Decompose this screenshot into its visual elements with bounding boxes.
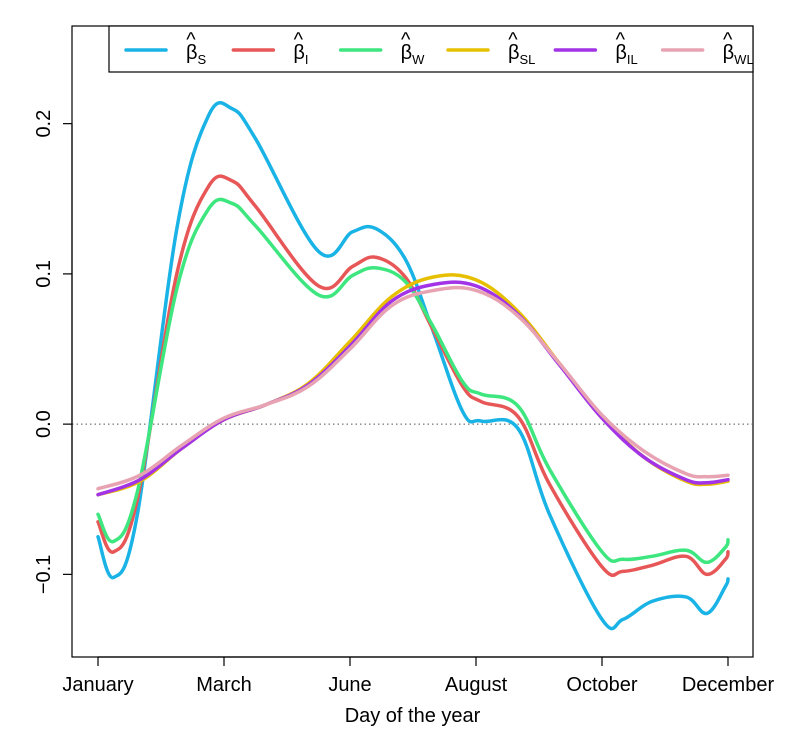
- x-tick-label: January: [62, 674, 133, 696]
- legend-item: βIL^: [553, 29, 638, 67]
- legend-symbol: β: [723, 42, 735, 64]
- legend-subscript: S: [198, 52, 207, 67]
- y-tick-label: −0.1: [33, 555, 55, 594]
- legend-hat-mark: ^: [616, 29, 626, 51]
- plot-border: [71, 25, 754, 658]
- x-tick-label: June: [328, 674, 371, 696]
- legend-label: βIL: [615, 42, 637, 67]
- legend-hat-mark: ^: [294, 29, 304, 51]
- series-layer: [96, 101, 730, 631]
- x-tick-label: March: [196, 674, 252, 696]
- legend: βS^βI^βW^βSL^βIL^βWL^: [108, 25, 754, 73]
- series-line-w: [96, 197, 730, 565]
- legend-subscript: SL: [520, 52, 536, 67]
- legend-symbol: β: [293, 42, 305, 64]
- x-tick-label: December: [682, 674, 775, 696]
- legend-subscript: W: [412, 52, 425, 67]
- legend-symbol: β: [615, 42, 627, 64]
- series-line-sl: [96, 273, 730, 497]
- legend-hat-mark: ^: [723, 29, 733, 51]
- legend-symbol: β: [508, 42, 520, 64]
- series-line-s: [96, 101, 730, 631]
- legend-label: βW: [401, 42, 426, 67]
- legend-label: βWL: [723, 42, 754, 67]
- x-axis: January March June August October December: [62, 656, 775, 696]
- legend-hat-mark: ^: [186, 29, 196, 51]
- legend-label: βI: [293, 42, 308, 67]
- legend-subscript: WL: [734, 52, 754, 67]
- legend-symbol: β: [186, 42, 198, 64]
- legend-item: βI^: [231, 29, 308, 67]
- x-tick-label: October: [566, 674, 637, 696]
- plot-frame: [71, 25, 754, 658]
- series-line-wl: [96, 285, 730, 491]
- legend-subscript: I: [305, 52, 309, 67]
- legend-item: βW^: [338, 29, 426, 67]
- legend-symbol: β: [401, 42, 413, 64]
- x-axis-title: Day of the year: [345, 705, 481, 727]
- y-axis: −0.1 0.0 0.1 0.2: [33, 110, 73, 594]
- legend-label: βSL: [508, 42, 535, 67]
- legend-subscript: IL: [627, 52, 638, 67]
- legend-hat-mark: ^: [401, 29, 411, 51]
- series-line-il: [96, 280, 730, 497]
- legend-hat-mark: ^: [508, 29, 518, 51]
- y-tick-label: 0.2: [33, 110, 55, 138]
- legend-label: βS: [186, 42, 207, 67]
- y-tick-label: 0.0: [33, 410, 55, 438]
- legend-box: [108, 25, 754, 73]
- y-tick-label: 0.1: [33, 260, 55, 288]
- legend-item: βS^: [124, 29, 207, 67]
- x-tick-label: August: [445, 674, 508, 696]
- legend-item: βSL^: [446, 29, 535, 67]
- legend-item: βWL^: [660, 29, 754, 67]
